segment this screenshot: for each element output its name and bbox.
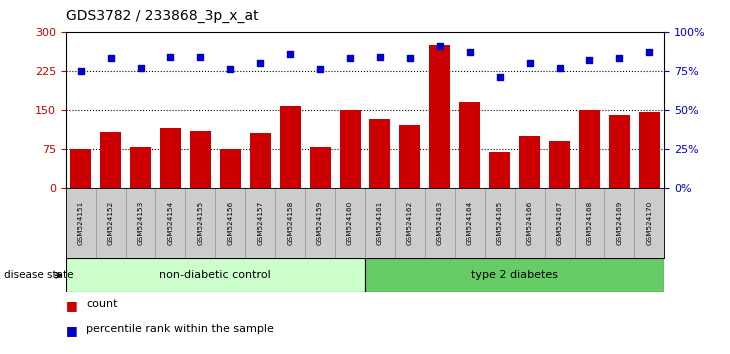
Point: [134, 65, 146, 70]
Bar: [310, 147, 331, 188]
Bar: [130, 147, 151, 188]
Text: GSM524170: GSM524170: [646, 201, 653, 245]
Point: [374, 54, 386, 59]
Point: [554, 65, 566, 70]
Bar: [280, 106, 301, 188]
Bar: [185, 188, 215, 258]
Bar: [215, 188, 245, 258]
Point: [404, 56, 416, 61]
Text: GSM524161: GSM524161: [377, 201, 383, 245]
Bar: [609, 115, 630, 188]
Point: [314, 67, 326, 72]
Bar: [634, 188, 664, 258]
Bar: [455, 188, 485, 258]
Bar: [70, 149, 91, 188]
Text: GSM524157: GSM524157: [257, 201, 264, 245]
Bar: [545, 188, 575, 258]
Bar: [335, 188, 365, 258]
Bar: [429, 45, 450, 188]
Text: GSM524151: GSM524151: [77, 201, 84, 245]
Text: GSM524160: GSM524160: [347, 201, 353, 245]
Bar: [96, 188, 126, 258]
Text: GSM524162: GSM524162: [407, 201, 413, 245]
Text: GSM524158: GSM524158: [287, 201, 293, 245]
Bar: [515, 188, 545, 258]
Text: GSM524152: GSM524152: [107, 201, 114, 245]
Point: [584, 57, 596, 63]
Bar: [575, 188, 604, 258]
Text: GSM524168: GSM524168: [586, 201, 593, 245]
Point: [613, 56, 625, 61]
Point: [225, 67, 237, 72]
Bar: [220, 149, 241, 188]
Point: [345, 56, 356, 61]
Bar: [339, 110, 361, 188]
Point: [644, 49, 656, 55]
Bar: [365, 188, 395, 258]
Point: [524, 60, 536, 66]
Point: [254, 60, 266, 66]
Text: GSM524159: GSM524159: [317, 201, 323, 245]
Bar: [639, 112, 660, 188]
Text: GSM524163: GSM524163: [437, 201, 443, 245]
Bar: [275, 188, 305, 258]
Text: type 2 diabetes: type 2 diabetes: [471, 270, 558, 280]
Text: GSM524155: GSM524155: [197, 201, 204, 245]
Text: GDS3782 / 233868_3p_x_at: GDS3782 / 233868_3p_x_at: [66, 9, 258, 23]
Point: [464, 49, 476, 55]
Point: [194, 54, 207, 59]
Text: GSM524165: GSM524165: [496, 201, 503, 245]
Text: non-diabetic control: non-diabetic control: [159, 270, 272, 280]
Point: [105, 56, 117, 61]
Bar: [395, 188, 425, 258]
Bar: [549, 141, 570, 188]
Bar: [245, 188, 275, 258]
Text: disease state: disease state: [4, 270, 73, 280]
Bar: [369, 119, 391, 188]
Bar: [155, 188, 185, 258]
Bar: [399, 125, 420, 188]
Bar: [489, 152, 510, 188]
Bar: [66, 258, 365, 292]
Point: [165, 54, 177, 59]
Text: ■: ■: [66, 324, 77, 337]
Bar: [579, 110, 600, 188]
Point: [494, 74, 506, 80]
Bar: [365, 258, 664, 292]
Text: GSM524169: GSM524169: [616, 201, 623, 245]
Bar: [425, 188, 455, 258]
Bar: [485, 188, 515, 258]
Text: GSM524153: GSM524153: [137, 201, 144, 245]
Text: GSM524167: GSM524167: [556, 201, 563, 245]
Bar: [459, 102, 480, 188]
Text: GSM524156: GSM524156: [227, 201, 234, 245]
Bar: [305, 188, 335, 258]
Point: [75, 68, 87, 74]
Text: percentile rank within the sample: percentile rank within the sample: [86, 324, 274, 334]
Bar: [100, 132, 121, 188]
Bar: [66, 188, 96, 258]
Bar: [160, 128, 181, 188]
Bar: [126, 188, 155, 258]
Point: [434, 43, 445, 49]
Point: [285, 51, 296, 57]
Bar: [190, 131, 211, 188]
Text: ■: ■: [66, 299, 77, 312]
Text: GSM524154: GSM524154: [167, 201, 174, 245]
Bar: [250, 133, 271, 188]
Text: GSM524166: GSM524166: [526, 201, 533, 245]
Text: GSM524164: GSM524164: [466, 201, 473, 245]
Text: count: count: [86, 299, 118, 309]
Bar: [604, 188, 634, 258]
Bar: [519, 136, 540, 188]
